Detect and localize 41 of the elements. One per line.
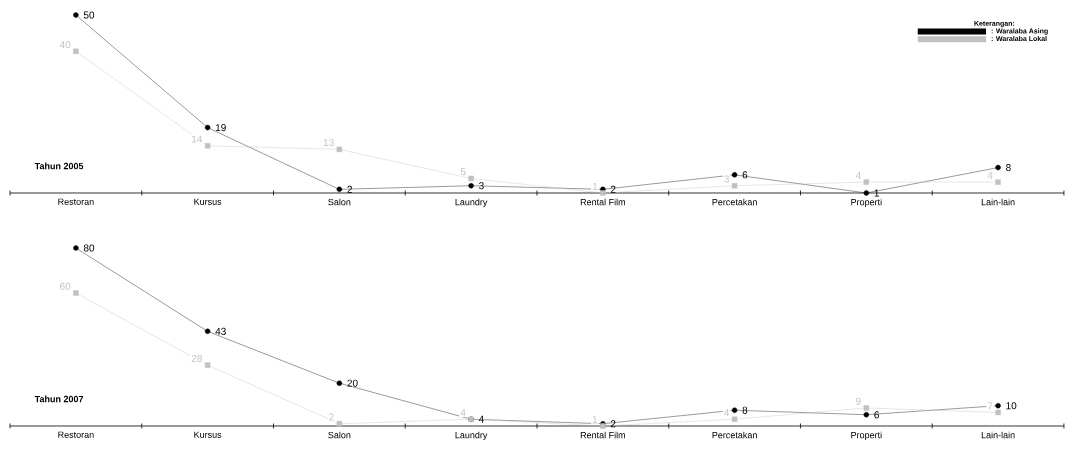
x-tick-label: Percetakan (712, 198, 757, 206)
data-label: 8 (742, 406, 748, 414)
text: Tahun 2005 (34, 162, 84, 170)
data-label: 43 (215, 327, 226, 335)
data-label: 28 (191, 354, 202, 362)
data-label: 3 (724, 175, 729, 183)
text: Tahun 2007 (34, 395, 84, 403)
data-label: 3 (479, 182, 484, 190)
x-tick-label: Kursus (194, 198, 222, 205)
data-label: 60 (60, 282, 71, 290)
x-tick-label: Rental Film (580, 431, 625, 439)
data-label: 6 (874, 411, 879, 419)
data-label: 5 (460, 168, 466, 176)
data-label: 20 (347, 379, 358, 387)
data-label: 80 (83, 244, 95, 252)
x-tick-label: Kursus (194, 431, 222, 438)
data-label: 6 (742, 171, 748, 179)
data-label: 40 (59, 41, 71, 49)
data-label: 2 (347, 185, 352, 193)
x-tick-label: Rental Film (580, 198, 625, 206)
x-tick-label: Laundry (455, 431, 488, 441)
data-label: 4 (478, 415, 484, 423)
x-tick-label: Restoran (58, 198, 94, 205)
x-tick-label: Salon (328, 198, 351, 206)
x-tick-label: Lain-lain (981, 431, 1015, 439)
x-tick-label: Laundry (455, 198, 488, 208)
data-label: 19 (215, 124, 226, 132)
x-tick-label: Restoran (58, 431, 94, 438)
data-label: 8 (1006, 164, 1011, 172)
x-tick-label: Percetakan (712, 431, 757, 439)
data-label: 2 (610, 185, 616, 193)
data-label: 2 (610, 420, 616, 428)
data-label: 10 (1006, 402, 1017, 410)
data-label: 9 (856, 397, 861, 405)
x-tick-label: Lain-lain (981, 198, 1015, 206)
x-tick-label: Salon (328, 431, 351, 439)
x-tick-label: Properti (851, 198, 882, 208)
data-label: 50 (83, 11, 95, 19)
data-label: 14 (192, 135, 203, 143)
data-label: 1 (874, 189, 879, 197)
x-tick-label: Properti (851, 431, 882, 441)
